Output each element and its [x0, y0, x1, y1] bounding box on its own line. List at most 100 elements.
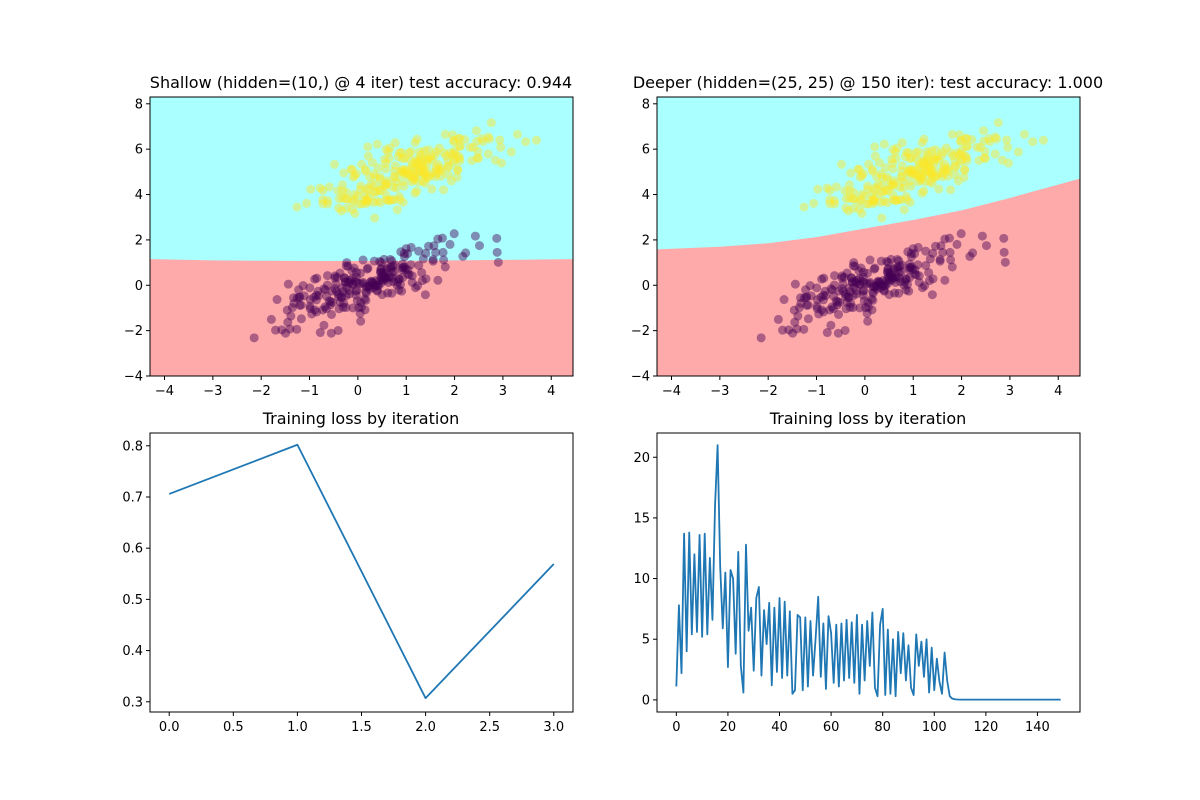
- scatter-point-class-0: [382, 263, 392, 273]
- scatter-point-class-0: [803, 314, 813, 324]
- scatter-point-class-1: [922, 154, 932, 164]
- scatter-point-class-1: [381, 164, 391, 174]
- scatter-point-class-0: [286, 311, 296, 321]
- scatter-point-class-0: [348, 274, 358, 284]
- scatter-point-class-1: [867, 164, 877, 174]
- scatter-point-class-0: [940, 275, 950, 285]
- scatter-point-class-0: [338, 302, 348, 312]
- scatter-point-class-1: [365, 172, 375, 182]
- scatter-point-class-1: [890, 147, 900, 157]
- scatter-point-class-0: [905, 273, 915, 283]
- scatter-point-class-0: [361, 295, 371, 305]
- scatter-point-class-1: [354, 199, 364, 209]
- scatter-point-class-1: [898, 177, 908, 187]
- x-tick-label: 1: [402, 384, 410, 399]
- scatter-point-class-0: [440, 262, 450, 272]
- y-tick-label: −4: [124, 370, 143, 385]
- scatter-point-class-0: [888, 273, 898, 283]
- scatter-point-class-0: [385, 254, 395, 264]
- scatter-point-class-1: [409, 175, 419, 185]
- region-class-0: [150, 259, 573, 376]
- scatter-point-class-1: [830, 199, 840, 209]
- scatter-point-class-1: [342, 187, 352, 197]
- scatter-point-class-0: [314, 291, 324, 301]
- scatter-point-class-0: [925, 254, 935, 264]
- scatter-point-class-1: [495, 135, 505, 145]
- scatter-point-class-1: [856, 195, 866, 205]
- scatter-point-class-1: [914, 159, 924, 169]
- scatter-point-class-1: [421, 153, 431, 163]
- scatter-point-class-1: [496, 158, 506, 168]
- scatter-point-class-1: [351, 169, 361, 179]
- scatter-point-class-0: [812, 304, 822, 314]
- scatter-point-class-1: [843, 206, 853, 216]
- scatter-point-class-1: [363, 183, 373, 193]
- scatter-point-class-0: [380, 275, 390, 285]
- scatter-point-class-0: [348, 279, 358, 289]
- scatter-point-class-1: [341, 194, 351, 204]
- x-tick-label: 3: [499, 384, 507, 399]
- scatter-point-class-0: [876, 256, 886, 266]
- scatter-point-class-0: [908, 265, 918, 275]
- scatter-point-class-1: [478, 136, 488, 146]
- x-tick-label: −1: [807, 384, 826, 399]
- scatter-point-class-1: [813, 184, 823, 194]
- scatter-point-class-0: [834, 309, 844, 319]
- scatter-point-class-0: [838, 287, 848, 297]
- scatter-point-class-0: [283, 317, 293, 327]
- scatter-point-class-0: [388, 277, 398, 287]
- scatter-point-class-0: [900, 277, 910, 287]
- scatter-point-class-0: [379, 268, 389, 278]
- scatter-point-class-1: [883, 198, 893, 208]
- scatter-point-class-1: [950, 161, 960, 171]
- scatter-point-class-0: [355, 279, 365, 289]
- plot-area: [675, 444, 1061, 701]
- scatter-point-class-0: [336, 292, 346, 302]
- scatter-point-class-0: [850, 277, 860, 287]
- scatter-point-class-1: [410, 168, 420, 178]
- scatter-point-class-1: [443, 155, 453, 165]
- scatter-point-class-0: [872, 284, 882, 294]
- scatter-point-class-1: [947, 129, 957, 139]
- scatter-point-class-0: [406, 242, 416, 252]
- scatter-point-class-1: [432, 165, 442, 175]
- scatter-point-class-1: [362, 196, 372, 206]
- scatter-point-class-1: [980, 146, 990, 156]
- scatter-point-class-1: [877, 172, 887, 182]
- scatter-point-class-1: [887, 154, 897, 164]
- scatter-point-class-1: [931, 154, 941, 164]
- scatter-point-class-0: [431, 247, 441, 257]
- scatter-point-class-0: [493, 257, 503, 267]
- y-tick-label: 8: [642, 97, 650, 112]
- scatter-point-class-0: [865, 279, 875, 289]
- scatter-point-class-0: [779, 295, 789, 305]
- scatter-point-class-1: [914, 172, 924, 182]
- scatter-point-class-0: [344, 289, 354, 299]
- scatter-point-class-1: [436, 171, 446, 181]
- scatter-point-class-1: [337, 180, 347, 190]
- scatter-point-class-0: [883, 267, 893, 277]
- scatter-point-class-0: [846, 298, 856, 308]
- scatter-point-class-0: [862, 308, 872, 318]
- scatter-point-class-1: [427, 184, 437, 194]
- scatter-point-class-1: [397, 167, 407, 177]
- plot-area: [657, 97, 1080, 376]
- scatter-point-class-1: [382, 178, 392, 188]
- scatter-point-class-1: [849, 187, 859, 197]
- scatter-point-class-1: [381, 145, 391, 155]
- scatter-point-class-1: [997, 155, 1007, 165]
- scatter-point-class-0: [858, 286, 868, 296]
- scatter-point-class-0: [394, 274, 404, 284]
- scatter-point-class-0: [894, 256, 904, 266]
- x-tick-label: 1.5: [351, 720, 372, 735]
- scatter-point-class-0: [852, 285, 862, 295]
- scatter-point-class-0: [397, 265, 407, 275]
- axis-ticks: 0.0 0.5 1.0 1.5 2.0 2.5 3.0 0.3 0.4 0.5 0.6 0.7 0.8: [122, 439, 564, 735]
- scatter-point-class-0: [335, 268, 345, 278]
- scatter-point-class-1: [430, 150, 440, 160]
- scatter-point-class-0: [883, 278, 893, 288]
- scatter-point-class-0: [856, 263, 866, 273]
- scatter-point-class-1: [825, 199, 835, 209]
- scatter-point-class-1: [904, 167, 914, 177]
- scatter-point-class-1: [941, 143, 951, 153]
